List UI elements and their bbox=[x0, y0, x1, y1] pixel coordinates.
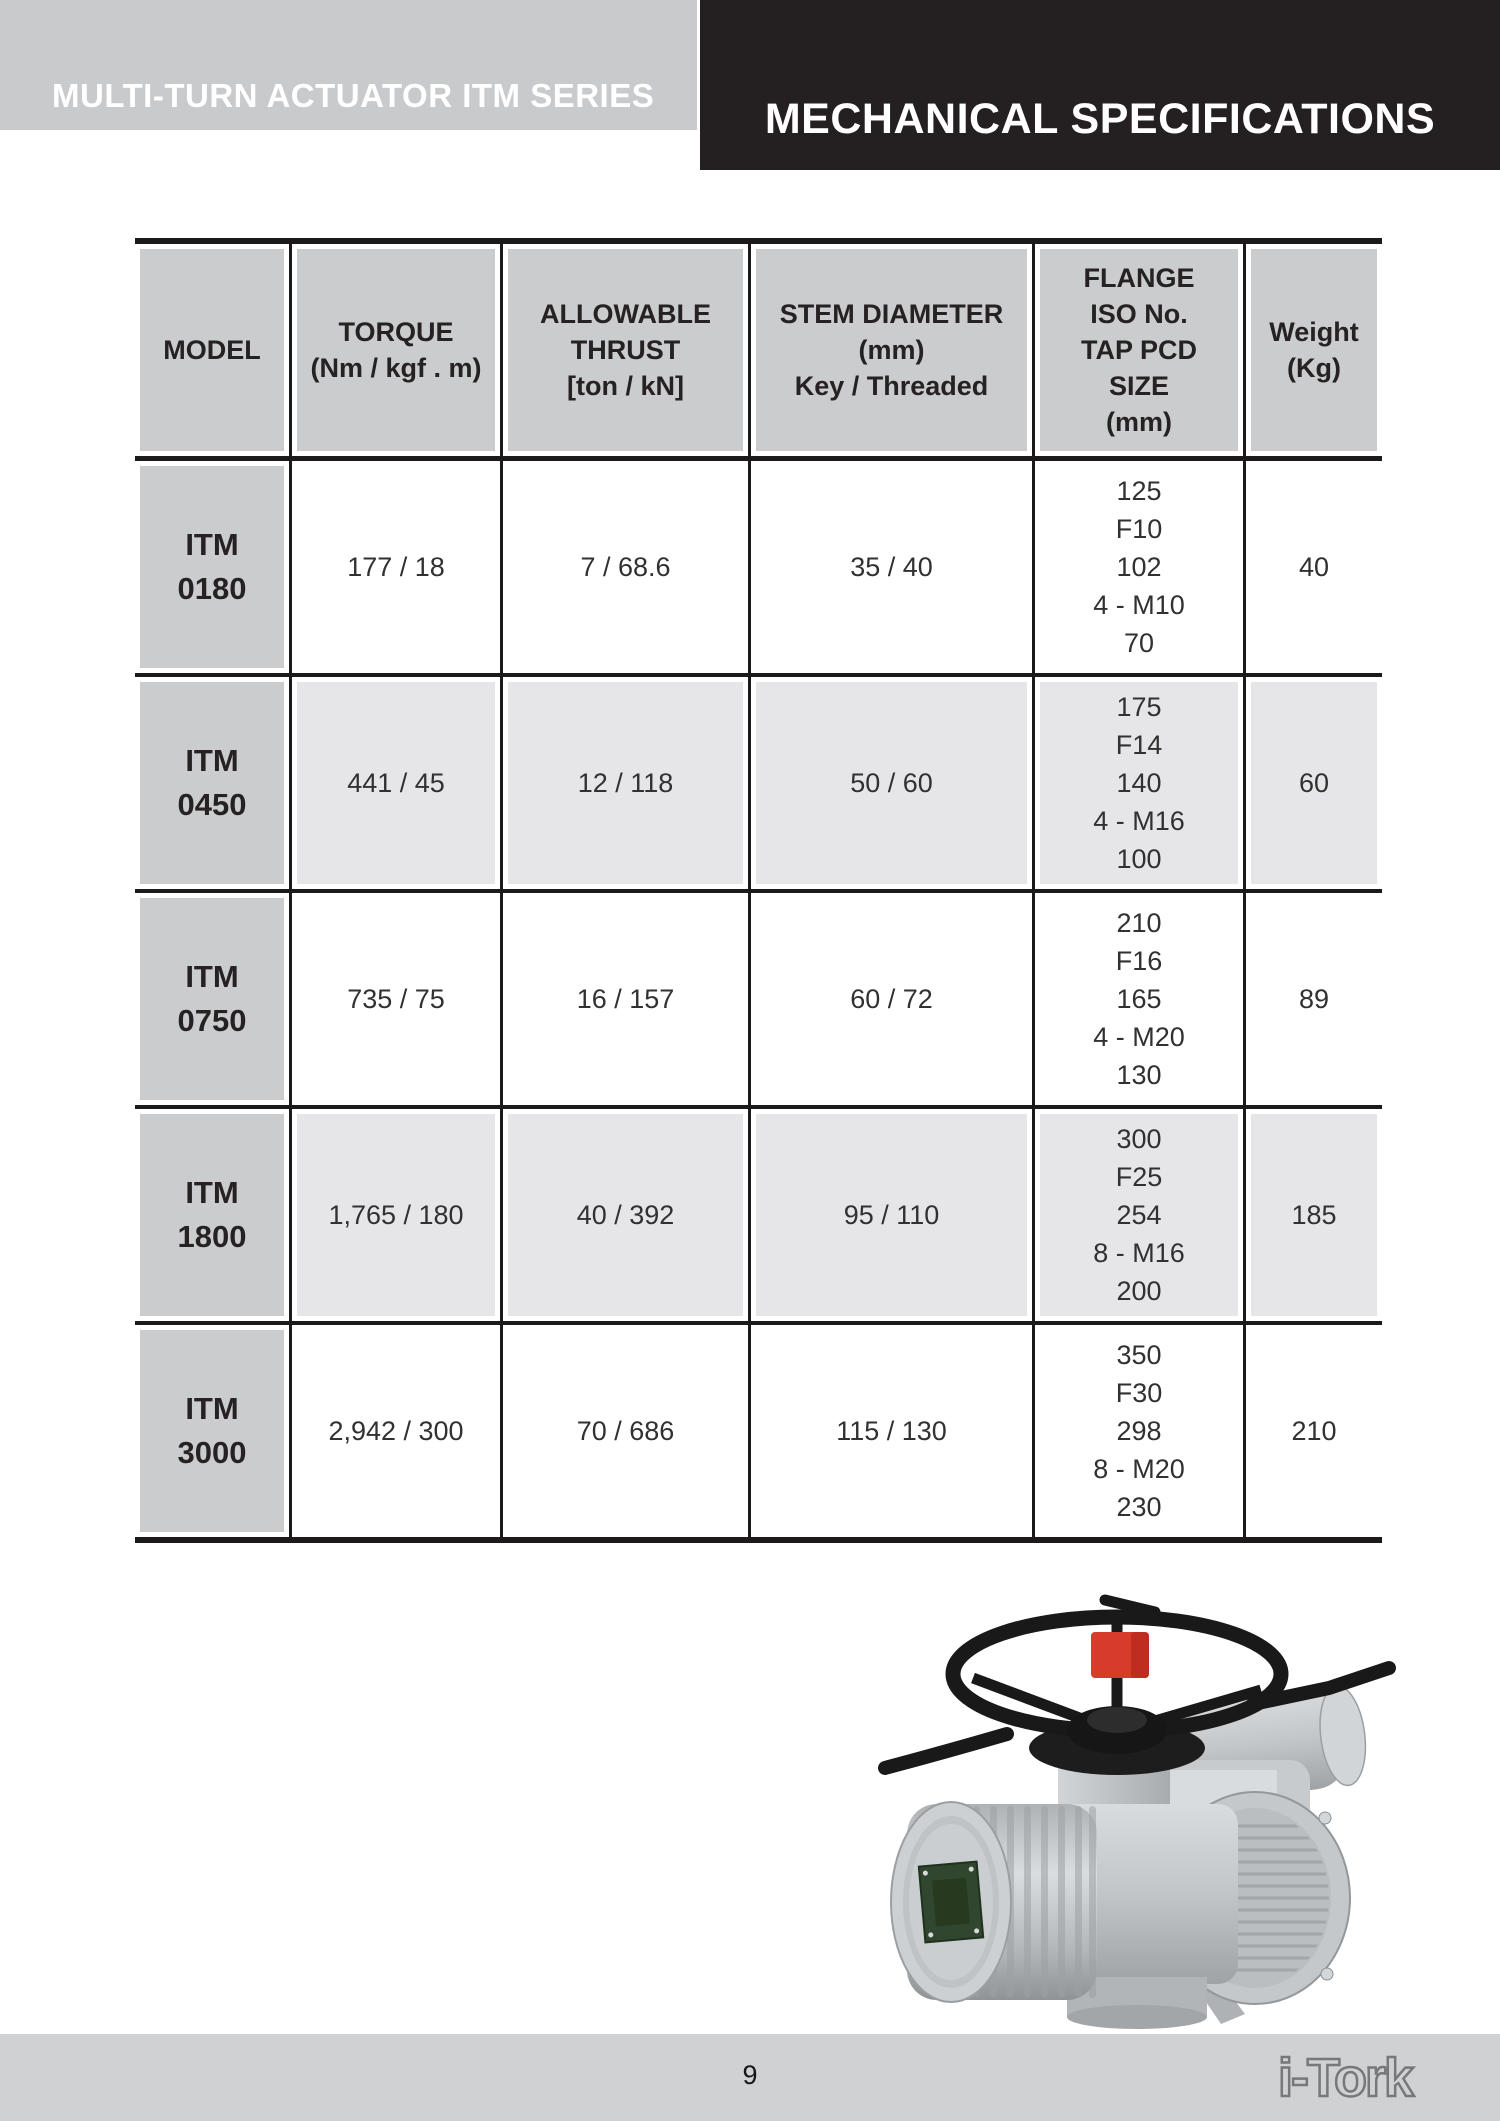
cell-stem: 50 / 60 bbox=[751, 677, 1035, 889]
cell-thrust: 12 / 118 bbox=[503, 677, 751, 889]
table-row: ITM 0450 441 / 45 12 / 118 50 / 60 175 F… bbox=[135, 677, 1382, 893]
cell-torque: 441 / 45 bbox=[292, 677, 503, 889]
section-title-box: MECHANICAL SPECIFICATIONS bbox=[700, 0, 1500, 170]
table-header-row: MODEL TORQUE (Nm / kgf . m) ALLOWABLE TH… bbox=[135, 244, 1382, 461]
cell-flange: 300 F25 254 8 - M16 200 bbox=[1035, 1109, 1246, 1321]
series-band: MULTI-TURN ACTUATOR ITM SERIES bbox=[0, 0, 697, 130]
cell-flange: 210 F16 165 4 - M20 130 bbox=[1035, 893, 1246, 1105]
cell-thrust: 70 / 686 bbox=[503, 1325, 751, 1537]
cell-weight: 185 bbox=[1246, 1109, 1382, 1321]
table-row: ITM 0180 177 / 18 7 / 68.6 35 / 40 125 F… bbox=[135, 461, 1382, 677]
itork-logo: i-Tork bbox=[1277, 2047, 1418, 2110]
column-header-torque: TORQUE (Nm / kgf . m) bbox=[292, 244, 503, 456]
series-label: MULTI-TURN ACTUATOR ITM SERIES bbox=[52, 77, 655, 114]
column-header-thrust: ALLOWABLE THRUST [ton / kN] bbox=[503, 244, 751, 456]
cell-flange: 125 F10 102 4 - M10 70 bbox=[1035, 461, 1246, 673]
cell-weight: 210 bbox=[1291, 1416, 1337, 1446]
cell-stem: 115 / 130 bbox=[751, 1325, 1035, 1537]
cell-torque: 1,765 / 180 bbox=[292, 1109, 503, 1321]
column-header-flange: FLANGE ISO No. TAP PCD SIZE (mm) bbox=[1035, 244, 1246, 456]
cell-weight: 89 bbox=[1298, 984, 1330, 1014]
cell-weight: 60 bbox=[1246, 677, 1382, 889]
cell-torque: 735 / 75 bbox=[292, 893, 503, 1105]
cell-model: ITM 3000 bbox=[135, 1325, 292, 1537]
cell-weight: 40 bbox=[1298, 552, 1330, 582]
cell-model: ITM 0450 bbox=[135, 677, 292, 889]
cell-flange: 175 F14 140 4 - M16 100 bbox=[1035, 677, 1246, 889]
page-number: 9 bbox=[742, 2060, 758, 2090]
actuator-photo bbox=[878, 1594, 1396, 2029]
cell-thrust: 7 / 68.6 bbox=[503, 461, 751, 673]
cell-stem: 95 / 110 bbox=[751, 1109, 1035, 1321]
cell-model: ITM 0750 bbox=[135, 893, 292, 1105]
cell-model: ITM 0180 bbox=[135, 461, 292, 673]
column-header-model: MODEL bbox=[135, 244, 292, 456]
cell-thrust: 16 / 157 bbox=[503, 893, 751, 1105]
column-header-stem: STEM DIAMETER (mm) Key / Threaded bbox=[751, 244, 1035, 456]
table-row: ITM 0750 735 / 75 16 / 157 60 / 72 210 F… bbox=[135, 893, 1382, 1109]
footer-band: 9 i-Tork bbox=[0, 2034, 1500, 2121]
specifications-table: MODEL TORQUE (Nm / kgf . m) ALLOWABLE TH… bbox=[135, 238, 1382, 1543]
itork-logo-text: i-Tork bbox=[1278, 2048, 1415, 2108]
cell-model: ITM 1800 bbox=[135, 1109, 292, 1321]
cell-torque: 2,942 / 300 bbox=[292, 1325, 503, 1537]
table-row: ITM 3000 2,942 / 300 70 / 686 115 / 130 … bbox=[135, 1325, 1382, 1537]
cell-stem: 35 / 40 bbox=[751, 461, 1035, 673]
cell-thrust: 40 / 392 bbox=[503, 1109, 751, 1321]
cell-torque: 177 / 18 bbox=[292, 461, 503, 673]
cell-flange: 350 F30 298 8 - M20 230 bbox=[1035, 1325, 1246, 1537]
column-header-weight: Weight (Kg) bbox=[1246, 244, 1382, 456]
page-title: MECHANICAL SPECIFICATIONS bbox=[764, 95, 1436, 143]
cell-stem: 60 / 72 bbox=[751, 893, 1035, 1105]
table-row: ITM 1800 1,765 / 180 40 / 392 95 / 110 3… bbox=[135, 1109, 1382, 1325]
